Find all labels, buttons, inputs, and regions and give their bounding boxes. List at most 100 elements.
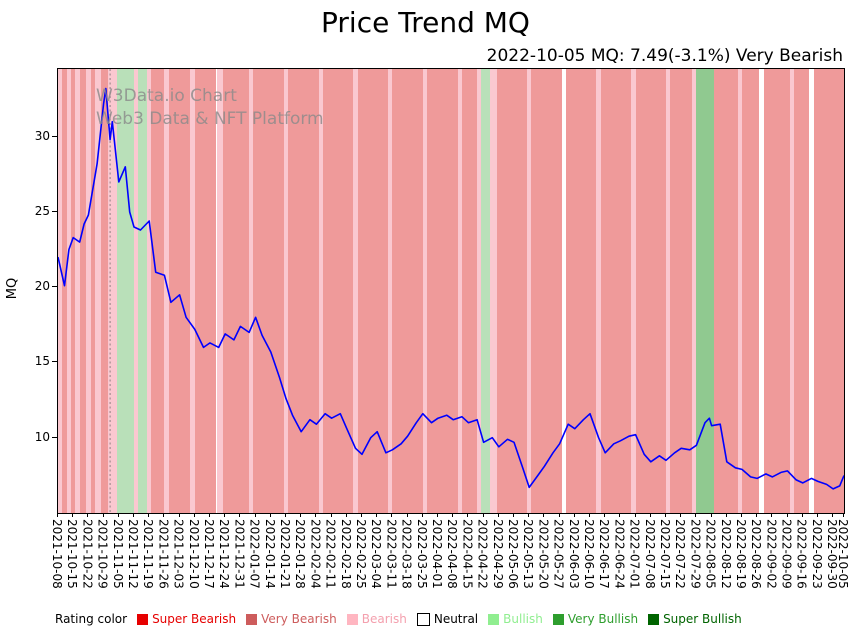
- legend-swatch-super_bearish: [137, 613, 149, 625]
- x-tick-mark: [57, 513, 58, 517]
- x-tick-mark: [360, 513, 362, 517]
- x-tick-mark: [269, 513, 271, 517]
- x-tick-mark: [771, 513, 773, 517]
- x-tick-mark: [710, 513, 712, 517]
- x-tick-mark: [756, 513, 758, 517]
- x-tick-label: 2021-12-17: [201, 519, 216, 589]
- rating-band-very_bearish: [531, 69, 562, 513]
- x-tick-mark: [421, 513, 423, 517]
- x-tick-label: 2021-12-10: [186, 519, 201, 589]
- x-tick-label: 2022-05-27: [551, 519, 566, 589]
- y-tick-label: 10: [34, 429, 50, 444]
- x-tick-mark: [680, 513, 682, 517]
- mq-line-svg: [58, 69, 844, 513]
- rating-band-very_bearish: [288, 69, 319, 513]
- x-tick-label: 2022-06-17: [597, 519, 612, 589]
- x-tick-label: 2022-02-25: [353, 519, 368, 589]
- rating-band-bearish: [86, 69, 91, 513]
- rating-band-neutral: [561, 69, 567, 513]
- rating-legend: Rating color Super Bearish Very Bearish Be…: [55, 612, 742, 626]
- x-tick-label: 2022-05-13: [521, 519, 536, 589]
- y-tick-label: 25: [34, 203, 50, 218]
- x-tick-label: 2022-01-28: [293, 519, 308, 589]
- rating-bands-layer: [58, 69, 844, 513]
- rating-band-bearish: [692, 69, 697, 513]
- x-tick-label: 2022-04-15: [460, 519, 475, 589]
- rating-band-bearish: [490, 69, 497, 513]
- rating-band-bearish: [318, 69, 323, 513]
- legend-swatch-super_bullish: [648, 613, 660, 625]
- x-tick-label: 2022-02-18: [338, 519, 353, 589]
- y-tick-mark: [52, 286, 57, 288]
- x-tick-label: 2022-06-03: [566, 519, 581, 589]
- x-tick-mark: [436, 513, 438, 517]
- legend-item-bearish: Bearish: [346, 612, 407, 626]
- rating-band-bearish: [147, 69, 152, 513]
- x-tick-mark: [649, 513, 651, 517]
- legend-item-super_bearish: Super Bearish: [137, 612, 236, 626]
- x-tick-mark: [843, 513, 844, 517]
- rating-band-very_bearish: [71, 69, 76, 513]
- x-tick-mark: [239, 513, 241, 517]
- x-tick-label: 2022-09-09: [779, 519, 794, 589]
- legend-swatch-bullish: [488, 613, 500, 625]
- x-tick-mark: [740, 513, 742, 517]
- legend-label: Bearish: [361, 612, 407, 626]
- x-tick-mark: [148, 513, 150, 517]
- x-tick-label: 2021-10-08: [50, 519, 64, 589]
- rating-band-very_bearish: [763, 69, 790, 513]
- x-tick-label: 2022-07-08: [642, 519, 657, 589]
- x-tick-label: 2022-07-15: [657, 519, 672, 589]
- x-tick-label: 2022-05-06: [505, 519, 520, 589]
- rating-band-bearish: [737, 69, 742, 513]
- rating-band-very_bearish: [461, 69, 478, 513]
- x-tick-mark: [330, 513, 332, 517]
- rating-band-very_bearish: [357, 69, 389, 513]
- x-tick-mark: [132, 513, 134, 517]
- x-tick-mark: [208, 513, 210, 517]
- x-tick-label: 2022-08-05: [703, 519, 718, 589]
- rating-band-very_bearish: [713, 69, 738, 513]
- rating-band-very_bearish: [600, 69, 632, 513]
- x-tick-label: 2022-04-08: [445, 519, 460, 589]
- y-tick-label: 15: [34, 354, 50, 369]
- rating-band-bearish: [526, 69, 532, 513]
- x-tick-mark: [664, 513, 666, 517]
- x-tick-label: 2021-10-22: [80, 519, 95, 589]
- rating-band-very_bearish: [253, 69, 284, 513]
- rating-band-very_bearish: [90, 69, 95, 513]
- rating-band-bearish: [66, 69, 71, 513]
- rating-band-very_bearish: [427, 69, 458, 513]
- legend-item-super_bullish: Super Bullish: [648, 612, 742, 626]
- x-tick-mark: [512, 513, 514, 517]
- x-tick-label: 2022-10-05: [836, 519, 850, 589]
- rating-band-very_bearish: [566, 69, 597, 513]
- rating-band-very_bearish: [194, 69, 217, 513]
- x-tick-mark: [345, 513, 347, 517]
- x-tick-mark: [619, 513, 621, 517]
- x-tick-label: 2022-09-30: [825, 519, 840, 589]
- rating-band-neutral: [759, 69, 764, 513]
- x-tick-label: 2022-04-22: [475, 519, 490, 589]
- rating-band-bearish: [190, 69, 195, 513]
- rating-band-bearish: [422, 69, 428, 513]
- rating-band-bearish: [133, 69, 139, 513]
- watermark: W3Data.io Chart Web3 Data & NFT Platform: [96, 85, 324, 131]
- rating-band-very_bearish: [392, 69, 423, 513]
- rating-band-bullish: [116, 69, 134, 513]
- x-tick-label: 2022-09-23: [809, 519, 824, 589]
- x-tick-label: 2022-03-25: [414, 519, 429, 589]
- rating-band-bearish: [596, 69, 601, 513]
- x-tick-mark: [528, 513, 530, 517]
- x-tick-mark: [801, 513, 803, 517]
- x-tick-label: 2022-08-12: [718, 519, 733, 589]
- y-tick-label: 20: [34, 279, 50, 294]
- x-tick-label: 2021-10-29: [95, 519, 110, 589]
- legend-label: Bullish: [503, 612, 543, 626]
- rating-band-very_bearish: [496, 69, 527, 513]
- legend-title: Rating color: [55, 612, 128, 626]
- x-tick-mark: [634, 513, 636, 517]
- rating-band-bearish: [94, 69, 102, 513]
- x-tick-mark: [695, 513, 697, 517]
